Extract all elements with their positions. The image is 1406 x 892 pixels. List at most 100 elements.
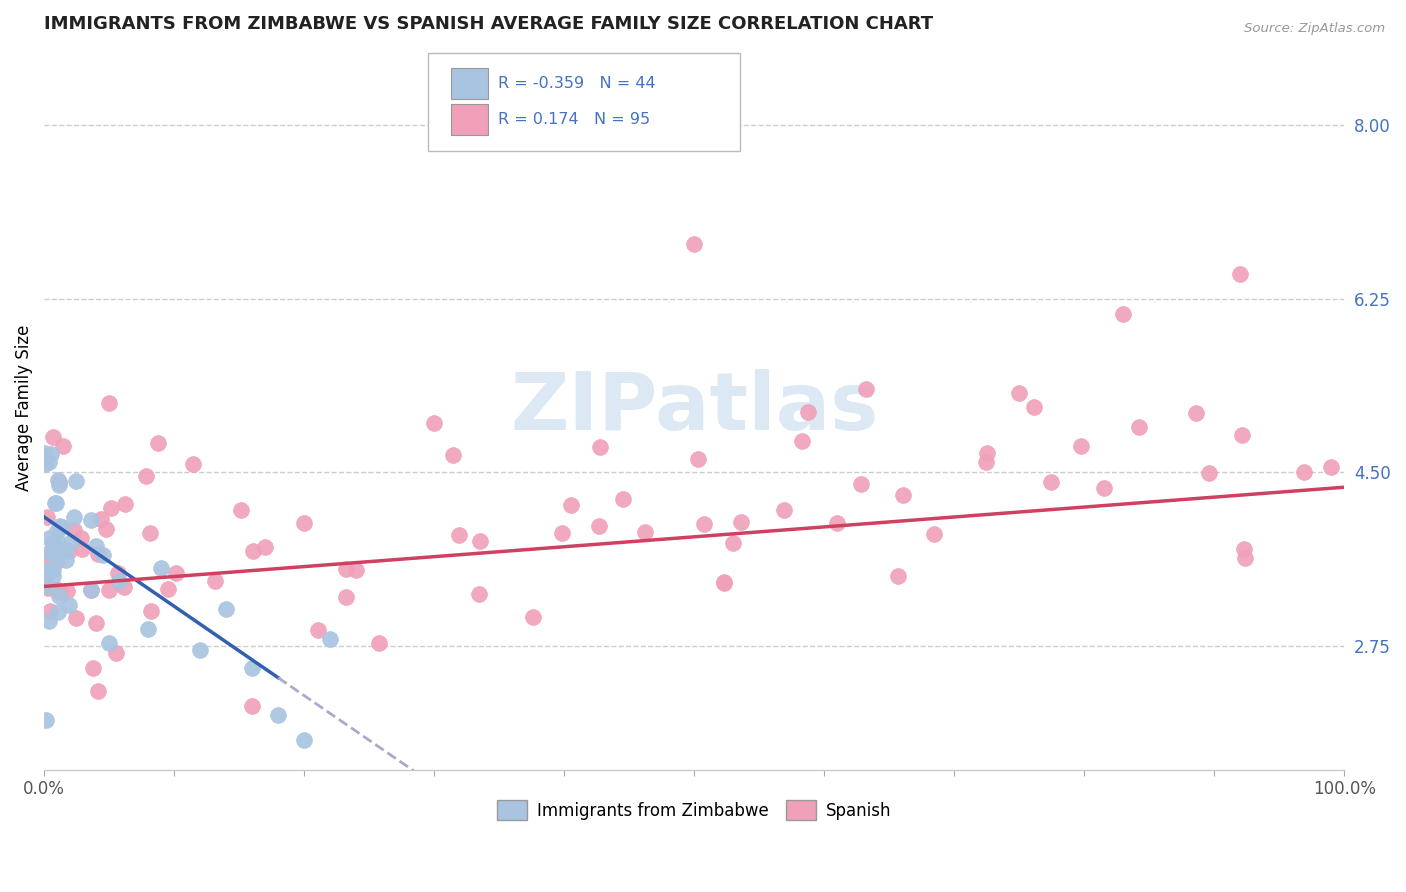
Point	[34, 563, 56, 577]
Point	[51, 519, 73, 533]
Point	[792, 434, 814, 449]
Point	[37, 566, 59, 581]
Point	[855, 383, 877, 397]
Point	[849, 477, 872, 491]
Point	[441, 448, 464, 462]
Point	[165, 566, 187, 581]
Point	[105, 646, 128, 660]
Point	[1198, 466, 1220, 480]
Point	[100, 501, 122, 516]
Point	[46, 605, 69, 619]
Point	[1233, 550, 1256, 565]
Point	[1022, 400, 1045, 414]
Point	[90, 512, 112, 526]
Point	[45, 582, 67, 597]
Point	[48, 475, 70, 490]
Point	[70, 531, 93, 545]
Point	[240, 698, 263, 713]
Point	[87, 683, 110, 698]
Point	[39, 447, 62, 461]
Point	[80, 513, 103, 527]
Point	[204, 574, 226, 588]
Point	[344, 563, 367, 577]
Point	[292, 733, 315, 747]
Point	[49, 585, 72, 599]
Point	[42, 569, 65, 583]
Point	[48, 590, 70, 604]
Text: R = -0.359   N = 44: R = -0.359 N = 44	[498, 76, 655, 91]
Point	[730, 516, 752, 530]
Legend: Immigrants from Zimbabwe, Spanish: Immigrants from Zimbabwe, Spanish	[491, 793, 898, 827]
Point	[98, 583, 121, 598]
Point	[319, 632, 342, 646]
Point	[42, 540, 65, 554]
Point	[82, 661, 104, 675]
Point	[150, 561, 173, 575]
Point	[924, 526, 946, 541]
Point	[39, 604, 62, 618]
Point	[1233, 542, 1256, 557]
Point	[1229, 267, 1251, 281]
Point	[1320, 460, 1343, 475]
Point	[38, 614, 60, 628]
Point	[84, 616, 107, 631]
Point	[35, 579, 58, 593]
Text: IMMIGRANTS FROM ZIMBABWE VS SPANISH AVERAGE FAMILY SIZE CORRELATION CHART: IMMIGRANTS FROM ZIMBABWE VS SPANISH AVER…	[44, 15, 934, 33]
Point	[146, 436, 169, 450]
Point	[45, 555, 67, 569]
Point	[58, 544, 80, 558]
Point	[91, 548, 114, 562]
Point	[55, 543, 77, 558]
FancyBboxPatch shape	[451, 68, 488, 98]
Point	[612, 491, 634, 506]
Point	[38, 455, 60, 469]
Point	[468, 533, 491, 548]
Point	[1092, 481, 1115, 495]
FancyBboxPatch shape	[451, 104, 488, 135]
Point	[367, 636, 389, 650]
Text: Source: ZipAtlas.com: Source: ZipAtlas.com	[1244, 22, 1385, 36]
Point	[721, 535, 744, 549]
Point	[86, 539, 108, 553]
Point	[156, 582, 179, 596]
Point	[52, 439, 75, 453]
Point	[38, 551, 60, 566]
Point	[335, 590, 357, 604]
Point	[114, 497, 136, 511]
Point	[588, 440, 610, 454]
Point	[825, 516, 848, 530]
Point	[188, 642, 211, 657]
Point	[42, 534, 65, 549]
Point	[135, 468, 157, 483]
Point	[891, 488, 914, 502]
Point	[38, 531, 60, 545]
Point	[63, 523, 86, 537]
Point	[887, 569, 910, 583]
Point	[307, 623, 329, 637]
Point	[242, 544, 264, 558]
Point	[692, 517, 714, 532]
Point	[46, 473, 69, 487]
Point	[254, 541, 277, 555]
Point	[796, 405, 818, 419]
Point	[468, 587, 491, 601]
Point	[65, 474, 87, 488]
Point	[34, 457, 56, 471]
FancyBboxPatch shape	[427, 53, 740, 151]
Point	[1184, 406, 1206, 420]
Point	[42, 563, 65, 577]
Point	[70, 541, 93, 556]
Point	[522, 609, 544, 624]
Point	[141, 604, 163, 618]
Point	[267, 707, 290, 722]
Point	[683, 237, 706, 252]
Point	[56, 583, 79, 598]
Point	[98, 636, 121, 650]
Point	[107, 566, 129, 581]
Point	[292, 516, 315, 531]
Point	[107, 574, 129, 588]
Point	[48, 477, 70, 491]
Point	[1230, 428, 1253, 442]
Point	[1008, 386, 1031, 401]
Point	[229, 503, 252, 517]
